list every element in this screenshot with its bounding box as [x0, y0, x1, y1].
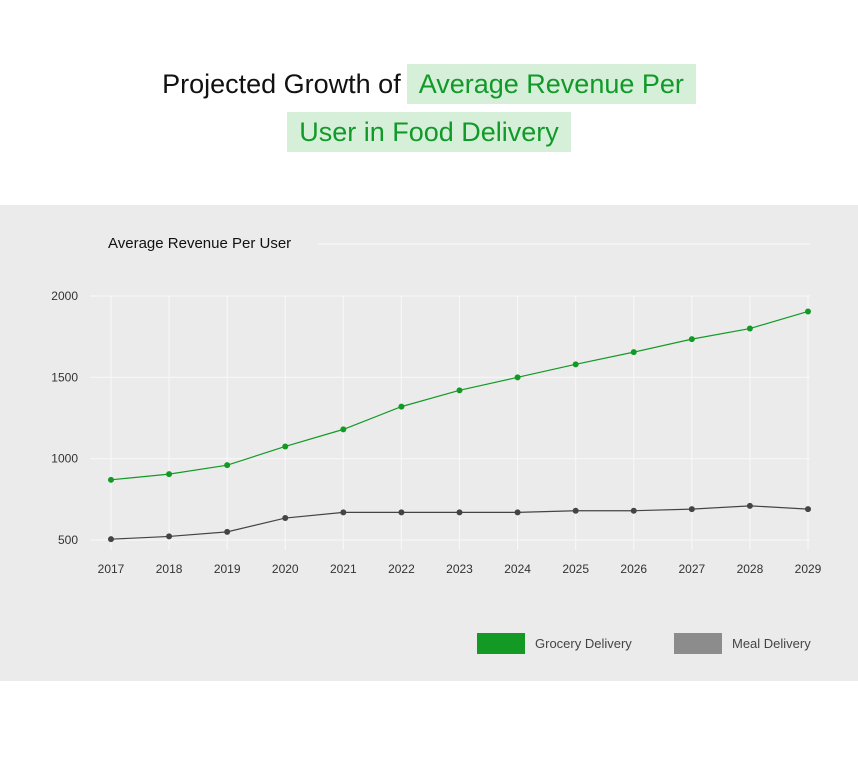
data-point-meal-delivery — [108, 536, 114, 543]
x-tick-label: 2019 — [214, 562, 241, 576]
data-point-grocery-delivery — [456, 387, 463, 394]
data-point-meal-delivery — [456, 509, 463, 516]
x-tick-label: 2022 — [388, 562, 415, 576]
page-title: Projected Growth of Average Revenue Per U… — [0, 64, 858, 160]
legend-swatch-grocery — [477, 632, 525, 654]
data-point-grocery-delivery — [572, 361, 579, 368]
data-point-meal-delivery — [166, 533, 173, 540]
data-point-meal-delivery — [805, 506, 811, 513]
title-prefix: Projected Growth of — [162, 69, 401, 99]
x-tick-label: 2017 — [98, 562, 125, 576]
x-tick-label: 2023 — [446, 562, 473, 576]
y-tick-label: 1500 — [51, 370, 78, 384]
title-highlight-line1: Average Revenue Per — [406, 64, 696, 104]
legend-swatch-meal — [674, 632, 722, 654]
x-tick-label: 2018 — [156, 562, 183, 576]
data-point-grocery-delivery — [630, 349, 637, 356]
chart-panel — [0, 205, 858, 681]
x-tick-label: 2026 — [620, 562, 647, 576]
data-point-grocery-delivery — [340, 426, 347, 433]
x-tick-label: 2027 — [678, 562, 705, 576]
y-tick-label: 1000 — [51, 452, 78, 466]
x-tick-label: 2028 — [737, 562, 764, 576]
x-tick-label: 2020 — [272, 562, 299, 576]
y-tick-label: 500 — [58, 533, 78, 547]
data-point-grocery-delivery — [688, 336, 695, 343]
legend-item-grocery: Grocery Delivery — [477, 632, 632, 654]
x-tick-label: 2021 — [330, 562, 357, 576]
data-point-grocery-delivery — [398, 403, 405, 410]
data-point-grocery-delivery — [805, 308, 811, 315]
legend-label-meal: Meal Delivery — [732, 635, 811, 651]
data-point-meal-delivery — [688, 506, 695, 513]
data-point-meal-delivery — [340, 509, 347, 516]
data-point-meal-delivery — [514, 509, 521, 516]
data-point-grocery-delivery — [282, 443, 289, 450]
x-tick-label: 2024 — [504, 562, 531, 576]
data-point-grocery-delivery — [746, 325, 753, 332]
data-point-meal-delivery — [224, 528, 231, 535]
data-point-grocery-delivery — [224, 462, 231, 469]
data-point-grocery-delivery — [108, 476, 114, 483]
chart-title: Average Revenue Per User — [108, 235, 292, 252]
data-point-grocery-delivery — [166, 471, 173, 478]
x-tick-label: 2029 — [795, 562, 822, 576]
x-tick-label: 2025 — [562, 562, 589, 576]
data-point-meal-delivery — [572, 507, 579, 514]
legend-label-grocery: Grocery Delivery — [535, 635, 632, 651]
data-point-meal-delivery — [282, 515, 289, 522]
data-point-meal-delivery — [398, 509, 405, 516]
legend-item-meal: Meal Delivery — [674, 632, 811, 654]
y-tick-label: 2000 — [51, 289, 78, 303]
data-point-meal-delivery — [746, 502, 753, 509]
data-point-grocery-delivery — [514, 374, 521, 381]
data-point-meal-delivery — [630, 507, 637, 514]
title-highlight-line2: User in Food Delivery — [287, 112, 571, 152]
